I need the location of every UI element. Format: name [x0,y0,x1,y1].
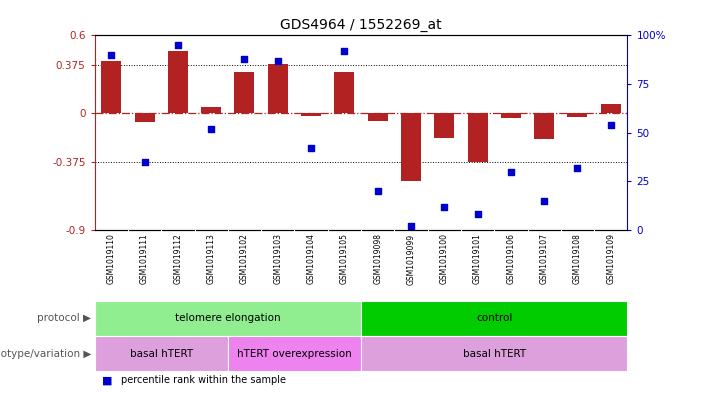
Bar [301,113,321,116]
Bar [168,51,188,113]
Text: protocol ▶: protocol ▶ [37,313,91,323]
Point [272,57,283,64]
Point [106,51,117,58]
Text: GSM1019101: GSM1019101 [473,233,482,284]
Text: ■: ■ [102,375,112,385]
Bar [368,113,388,121]
Point [572,165,583,171]
Bar [435,113,454,138]
Bar [468,113,487,162]
Bar [567,113,587,117]
Text: basal hTERT: basal hTERT [130,349,193,359]
Text: GSM1019099: GSM1019099 [407,233,416,285]
Text: GSM1019110: GSM1019110 [107,233,116,284]
Text: genotype/variation ▶: genotype/variation ▶ [0,349,91,359]
Text: GSM1019098: GSM1019098 [373,233,382,285]
Text: percentile rank within the sample: percentile rank within the sample [121,375,286,385]
Bar [534,113,554,139]
Text: GSM1019104: GSM1019104 [306,233,315,285]
Point [205,126,217,132]
Text: GSM1019112: GSM1019112 [173,233,182,284]
Text: basal hTERT: basal hTERT [463,349,526,359]
Point [306,145,317,151]
Point [439,204,450,210]
Text: GSM1019105: GSM1019105 [340,233,349,285]
Bar [361,336,627,371]
Text: control: control [476,313,512,323]
Point [139,159,150,165]
Point [538,198,550,204]
Text: GSM1019113: GSM1019113 [207,233,216,284]
Bar [268,64,288,113]
Bar [228,336,361,371]
Text: GSM1019102: GSM1019102 [240,233,249,284]
Text: GSM1019100: GSM1019100 [440,233,449,285]
Text: GSM1019106: GSM1019106 [506,233,515,285]
Text: GSM1019108: GSM1019108 [573,233,582,284]
Bar [401,113,421,181]
Bar [234,72,254,113]
Text: GSM1019103: GSM1019103 [273,233,283,285]
Point [472,211,483,217]
Bar [135,113,154,122]
Text: GSM1019109: GSM1019109 [606,233,615,285]
Text: telomere elongation: telomere elongation [175,313,280,323]
Bar [101,61,121,113]
Point [239,55,250,62]
Point [172,42,184,48]
Text: GSM1019111: GSM1019111 [140,233,149,284]
Bar [95,301,361,336]
Point [372,188,383,194]
Title: GDS4964 / 1552269_at: GDS4964 / 1552269_at [280,18,442,31]
Point [605,122,616,128]
Text: GSM1019107: GSM1019107 [540,233,549,285]
Bar [334,72,355,113]
Bar [501,113,521,118]
Point [505,168,517,174]
Bar [361,301,627,336]
Text: hTERT overexpression: hTERT overexpression [237,349,352,359]
Bar [601,104,620,113]
Point [405,223,416,229]
Bar [95,336,228,371]
Bar [201,107,222,113]
Point [339,48,350,54]
